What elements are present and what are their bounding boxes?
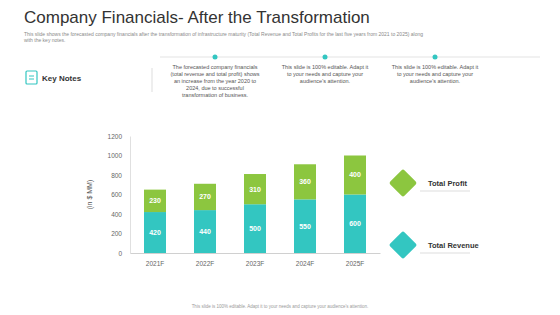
key-notes-heading: Key Notes (42, 74, 81, 83)
y-tick: 800 (111, 172, 130, 179)
y-axis: 0 200 400 600 800 1000 1200 (108, 133, 131, 257)
key-note: This slide is 100% editable. Adapt it to… (389, 64, 481, 85)
x-tick: 2025F (346, 253, 364, 267)
key-note: This slide is 100% editable. Adapt it to… (279, 64, 371, 85)
data-label: 550 (299, 223, 311, 230)
data-labels: 420 440 500 550 600 230 270 310 360 400 (149, 171, 361, 236)
data-label: 440 (199, 228, 211, 235)
legend-connector (420, 191, 470, 192)
icon-part (29, 76, 34, 77)
y-tick: 1200 (108, 133, 130, 140)
x-tick-label: 2023F (246, 260, 264, 267)
y-axis-title: (in $ MM) (86, 180, 94, 210)
data-label: 600 (349, 220, 361, 227)
legend: Total Profit Total Revenue (389, 169, 479, 259)
subtitle: This slide shows the forecasted company … (24, 31, 424, 43)
y-tick: 0 (118, 250, 130, 257)
divider (152, 68, 153, 92)
x-tick-label: 2021F (146, 260, 164, 267)
bar (194, 210, 216, 253)
y-tick-label: 1200 (108, 133, 123, 140)
key-note: The forecasted company financials (total… (169, 64, 261, 99)
x-tick: 2023F (246, 253, 264, 267)
y-tick: 1000 (108, 152, 130, 159)
x-tick-label: 2025F (346, 260, 364, 267)
bar (244, 174, 266, 204)
data-label: 230 (149, 197, 161, 204)
title: Company Financials- After the Transforma… (24, 8, 370, 28)
x-tick: 2021F (146, 253, 164, 267)
x-tick-label: 2022F (196, 260, 214, 267)
y-tick-label: 200 (111, 230, 122, 237)
y-tick-label: 600 (111, 191, 122, 198)
note-dot (433, 55, 438, 60)
bars (144, 156, 366, 254)
y-tick: 600 (111, 191, 130, 198)
legend-item: Total Revenue (389, 231, 479, 259)
legend-label: Total Revenue (428, 241, 479, 250)
y-tick-label: 1000 (108, 152, 123, 159)
legend-swatch (389, 169, 417, 197)
bar (194, 184, 216, 210)
legend-connector (420, 253, 470, 254)
bar (144, 190, 166, 212)
bar (344, 195, 366, 254)
y-tick-label: 800 (111, 172, 122, 179)
note-dot (213, 55, 218, 60)
key-notes-icon (26, 71, 37, 84)
x-tick-label: 2024F (296, 260, 314, 267)
icon-part (29, 79, 34, 80)
bar (244, 204, 266, 253)
y-tick: 400 (111, 211, 130, 218)
y-tick-label: 0 (118, 250, 122, 257)
y-axis-line (130, 137, 131, 254)
icon-part (26, 71, 37, 84)
bar (294, 164, 316, 199)
y-tick: 200 (111, 230, 130, 237)
data-label: 420 (149, 229, 161, 236)
bar (344, 156, 366, 195)
footer: This slide is 100% editable. Adapt it to… (0, 304, 560, 309)
y-tick-label: 400 (111, 211, 122, 218)
x-axis: 2021F 2022F 2023F 2024F 2025F (131, 253, 381, 267)
data-label: 500 (249, 225, 261, 232)
x-tick: 2024F (296, 253, 314, 267)
x-axis-line (131, 253, 381, 254)
note-dot (323, 55, 328, 60)
bar (144, 212, 166, 253)
data-label: 400 (349, 171, 361, 178)
legend-item: Total Profit (389, 169, 470, 197)
data-label: 310 (249, 186, 261, 193)
data-label: 360 (299, 178, 311, 185)
legend-swatch (389, 231, 417, 259)
legend-label: Total Profit (428, 179, 468, 188)
x-tick: 2022F (196, 253, 214, 267)
bar (294, 199, 316, 253)
data-label: 270 (199, 193, 211, 200)
canvas: 0 200 400 600 800 1000 1200 2021F 2022F 2023F 2024… (0, 0, 560, 315)
